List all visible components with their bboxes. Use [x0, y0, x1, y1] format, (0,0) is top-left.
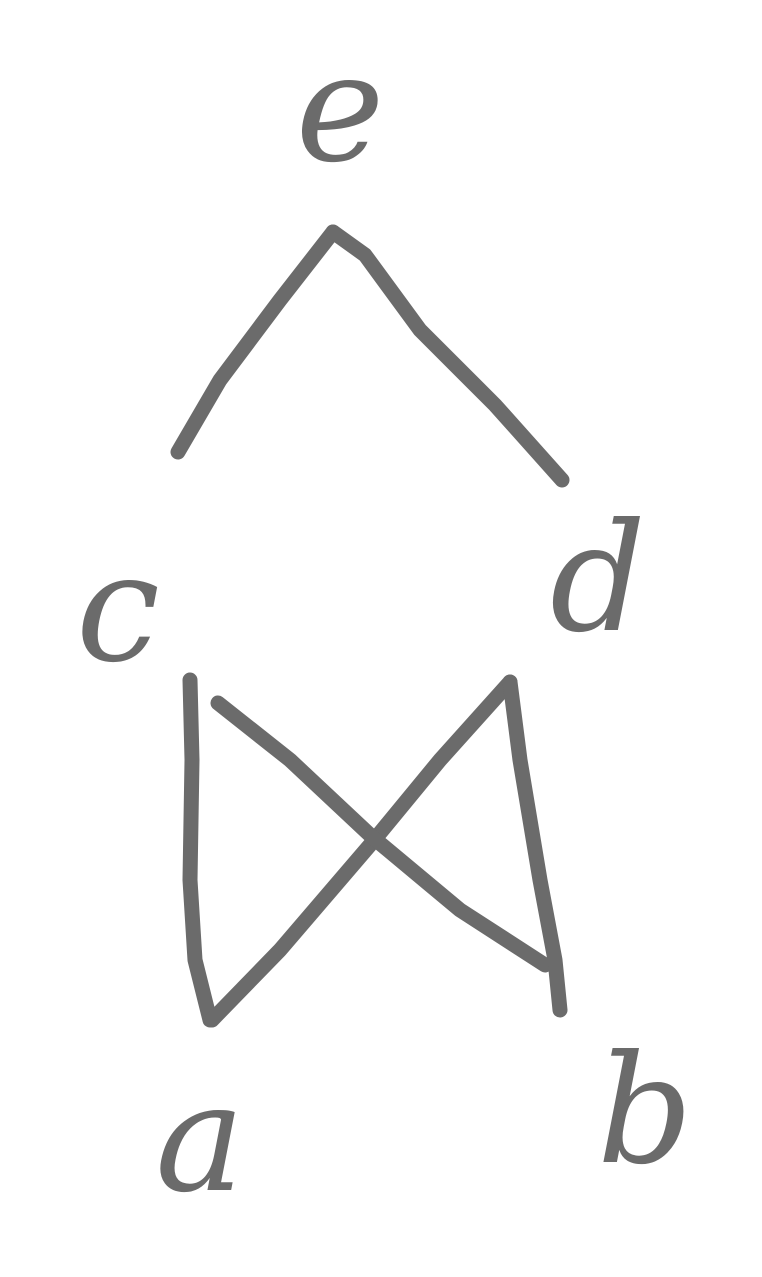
node-label-a: a — [155, 1052, 244, 1226]
node-label-b: b — [597, 1024, 693, 1198]
edge-c-e — [170, 224, 341, 460]
edge-d-e — [325, 224, 570, 488]
edge-a-d — [204, 674, 518, 1028]
node-label-d: d — [550, 492, 646, 666]
node-label-e: e — [296, 22, 385, 196]
edge-a-c — [182, 672, 218, 1028]
edge-b-c — [210, 695, 553, 973]
edge-b-d — [502, 674, 568, 1018]
node-label-c: c — [76, 522, 160, 696]
